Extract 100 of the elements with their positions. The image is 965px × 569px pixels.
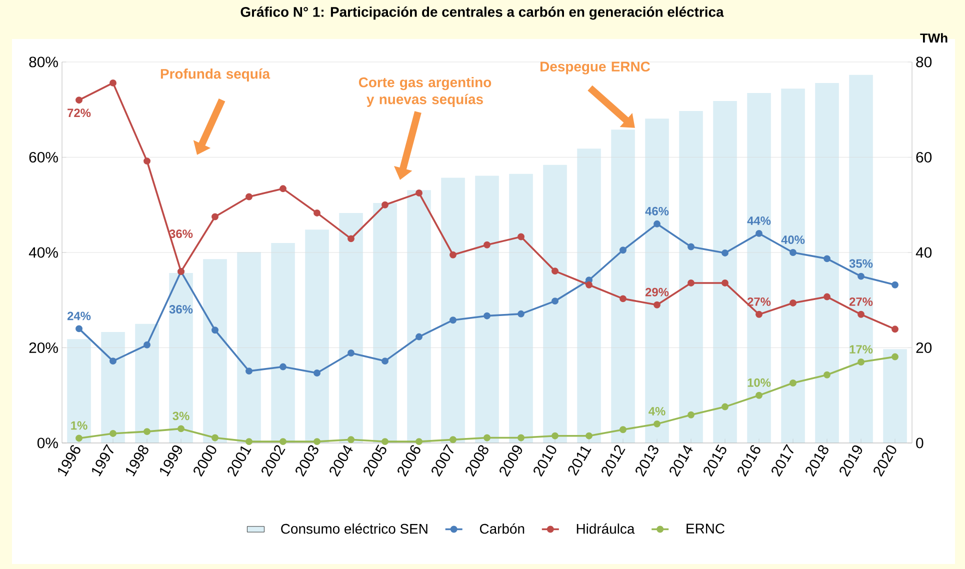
point — [654, 420, 660, 428]
point — [450, 251, 456, 258]
annotation: Despegue ERNC — [540, 62, 650, 74]
bar — [543, 164, 567, 443]
annotation: Profunda sequía — [160, 68, 270, 82]
point — [654, 220, 660, 228]
y-tick-label: 0% — [37, 438, 58, 448]
point — [552, 298, 558, 305]
point — [416, 438, 422, 446]
point — [824, 293, 831, 300]
point — [348, 436, 354, 444]
bar — [271, 242, 295, 443]
point — [382, 358, 388, 365]
data-label: 29% — [645, 288, 669, 296]
point — [246, 438, 252, 446]
point — [314, 369, 320, 376]
point — [824, 255, 831, 262]
point — [484, 312, 491, 320]
point — [722, 249, 728, 256]
y2-tick-label: 0 — [916, 438, 924, 448]
point — [756, 310, 762, 318]
chart-title: Gráfico N° 1: Participación de centrales a carbón en generación eléctrica — [240, 6, 724, 20]
bar — [237, 252, 261, 443]
bar — [135, 324, 159, 443]
point — [110, 430, 116, 437]
y-tick-label: 40% — [28, 247, 58, 258]
point — [416, 333, 422, 340]
bar — [305, 230, 329, 443]
point — [518, 434, 524, 442]
y2-tick-label: 80 — [916, 56, 932, 68]
point — [688, 243, 694, 250]
point — [518, 310, 524, 318]
point — [450, 436, 456, 444]
point — [858, 272, 865, 280]
bar — [577, 148, 601, 443]
legend-label: Hidráulca — [576, 523, 635, 534]
point — [688, 411, 694, 418]
point — [654, 301, 660, 308]
point — [484, 434, 491, 442]
bar — [645, 118, 669, 443]
y-tick-label: 60% — [29, 152, 58, 163]
point — [314, 438, 320, 446]
bar — [203, 259, 227, 443]
bar — [611, 130, 635, 443]
data-label: 36% — [169, 305, 193, 314]
bar — [849, 74, 873, 443]
point — [314, 209, 320, 216]
point — [858, 310, 865, 318]
bar — [475, 176, 499, 443]
point — [110, 358, 116, 365]
bar — [67, 339, 91, 443]
point — [212, 434, 218, 442]
point — [246, 193, 252, 200]
legend-label: Consumo eléctrico SEN — [281, 523, 428, 534]
y-tick-label: 80% — [29, 56, 58, 68]
bar — [339, 212, 363, 443]
bar — [441, 178, 465, 443]
point — [552, 432, 558, 440]
bar — [883, 349, 907, 443]
point — [144, 341, 150, 348]
point — [450, 316, 456, 324]
point — [790, 379, 797, 386]
bar — [781, 88, 805, 443]
point — [76, 325, 82, 332]
point — [756, 392, 762, 399]
point — [212, 213, 218, 220]
y-tick-label: 20% — [29, 342, 58, 354]
point — [858, 358, 865, 366]
point — [382, 438, 388, 446]
point — [824, 371, 831, 378]
point — [382, 201, 388, 208]
data-label: 40% — [781, 236, 805, 244]
point — [110, 79, 116, 86]
data-label: 72% — [68, 108, 91, 118]
y2-axis-title: TWh — [920, 33, 948, 42]
point — [586, 432, 592, 440]
data-label: 27% — [849, 297, 873, 306]
point — [892, 353, 898, 360]
y2-tick-label: 60 — [916, 152, 932, 163]
point — [280, 185, 286, 192]
point — [892, 326, 898, 333]
point — [246, 368, 252, 375]
point — [722, 403, 728, 410]
legend-label: ERNC — [686, 524, 724, 534]
point — [586, 281, 592, 288]
data-label: 4% — [648, 407, 666, 416]
legend-label: Carbón — [480, 523, 524, 534]
point — [620, 246, 626, 254]
point — [144, 158, 150, 165]
bar — [509, 174, 533, 443]
point — [790, 249, 797, 256]
point — [76, 434, 82, 442]
point — [552, 268, 558, 275]
point — [688, 279, 694, 286]
point — [620, 426, 626, 434]
data-label: 27% — [747, 297, 771, 306]
point — [76, 96, 82, 104]
bar — [373, 202, 397, 443]
bar — [101, 332, 125, 443]
data-label: 46% — [645, 206, 669, 216]
